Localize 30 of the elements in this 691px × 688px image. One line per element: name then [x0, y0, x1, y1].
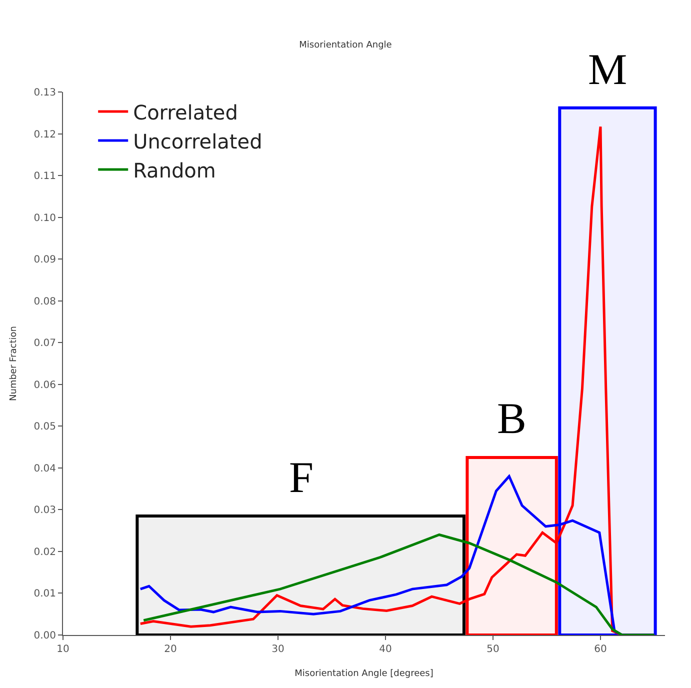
- y-tick-label: 0.02: [34, 546, 56, 558]
- y-tick-label: 0.05: [34, 422, 56, 433]
- band-label: M: [588, 45, 628, 94]
- x-axis-title: Misorientation Angle [degrees]: [294, 668, 434, 679]
- x-tick-label: 50: [486, 644, 500, 655]
- y-tick-label: 0.11: [34, 171, 56, 182]
- y-tick-label: 0.08: [34, 296, 56, 308]
- x-tick-label: 10: [56, 644, 70, 655]
- legend-label: Random: [133, 158, 216, 182]
- y-tick-label: 0.01: [34, 588, 56, 600]
- y-tick-label: 0.07: [34, 338, 56, 350]
- y-tick-label: 0.13: [34, 88, 56, 98]
- y-tick-label: 0.03: [34, 505, 56, 516]
- y-tick-label: 0.06: [34, 380, 56, 391]
- band-label: F: [289, 453, 314, 502]
- legend-label: Uncorrelated: [133, 129, 262, 154]
- x-tick-label: 30: [272, 644, 284, 655]
- x-tick-label: 60: [594, 644, 607, 655]
- line-series: [142, 534, 656, 635]
- x-tick-label: 20: [164, 644, 177, 655]
- y-axis-title: Number Fraction: [9, 326, 20, 401]
- y-tick-label: 0.10: [34, 212, 56, 224]
- legend-label: Correlated: [133, 100, 238, 124]
- y-tick-label: 0.00: [34, 630, 56, 642]
- y-tick-label: 0.12: [34, 129, 56, 140]
- x-tick-label: 40: [379, 644, 392, 655]
- y-tick-label: 0.09: [34, 254, 56, 266]
- chart-title: Misorientation Angle: [299, 40, 392, 51]
- y-tick-label: 0.04: [34, 463, 56, 474]
- band-label: B: [497, 394, 526, 443]
